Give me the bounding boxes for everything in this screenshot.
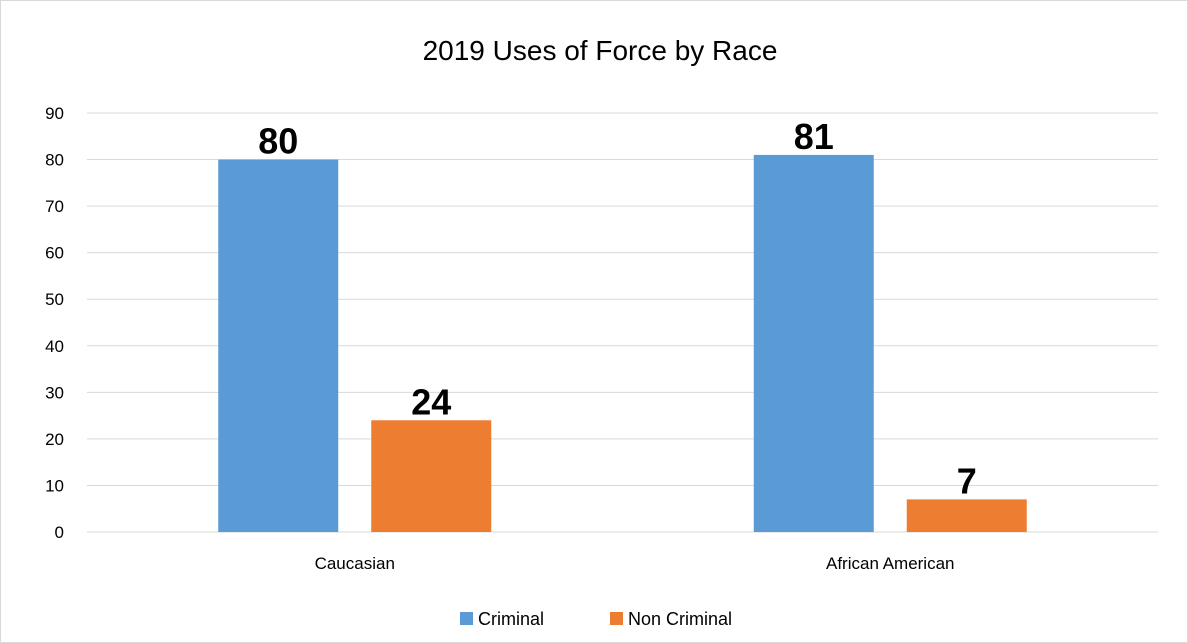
legend-swatch xyxy=(460,612,473,625)
data-labels: 80 24 81 7 xyxy=(258,116,977,502)
data-label: 81 xyxy=(794,116,834,157)
legend-swatch xyxy=(610,612,623,625)
x-axis-categories: Caucasian African American xyxy=(315,554,955,573)
x-category-label: Caucasian xyxy=(315,554,395,573)
y-tick-label: 60 xyxy=(45,244,64,263)
y-tick-label: 0 xyxy=(55,523,64,542)
y-tick-label: 50 xyxy=(45,290,64,309)
y-tick-label: 70 xyxy=(45,197,64,216)
y-tick-label: 30 xyxy=(45,383,64,402)
legend-label: Non Criminal xyxy=(628,609,732,629)
bar xyxy=(371,420,492,532)
y-tick-label: 20 xyxy=(45,430,64,449)
y-tick-label: 10 xyxy=(45,476,64,495)
data-label: 7 xyxy=(957,460,977,501)
y-tick-label: 80 xyxy=(45,151,64,170)
legend: Criminal Non Criminal xyxy=(460,609,732,629)
bar xyxy=(906,499,1027,532)
y-axis-ticks: 0 10 20 30 40 50 60 70 80 90 xyxy=(45,104,64,542)
chart-title: 2019 Uses of Force by Race xyxy=(423,35,778,66)
legend-label: Criminal xyxy=(478,609,544,629)
y-tick-label: 40 xyxy=(45,337,64,356)
data-label: 80 xyxy=(258,121,298,162)
x-category-label: African American xyxy=(826,554,955,573)
bars xyxy=(218,154,1027,533)
bar xyxy=(753,154,874,532)
bar xyxy=(218,159,339,533)
data-label: 24 xyxy=(411,381,451,422)
y-tick-label: 90 xyxy=(45,104,64,123)
